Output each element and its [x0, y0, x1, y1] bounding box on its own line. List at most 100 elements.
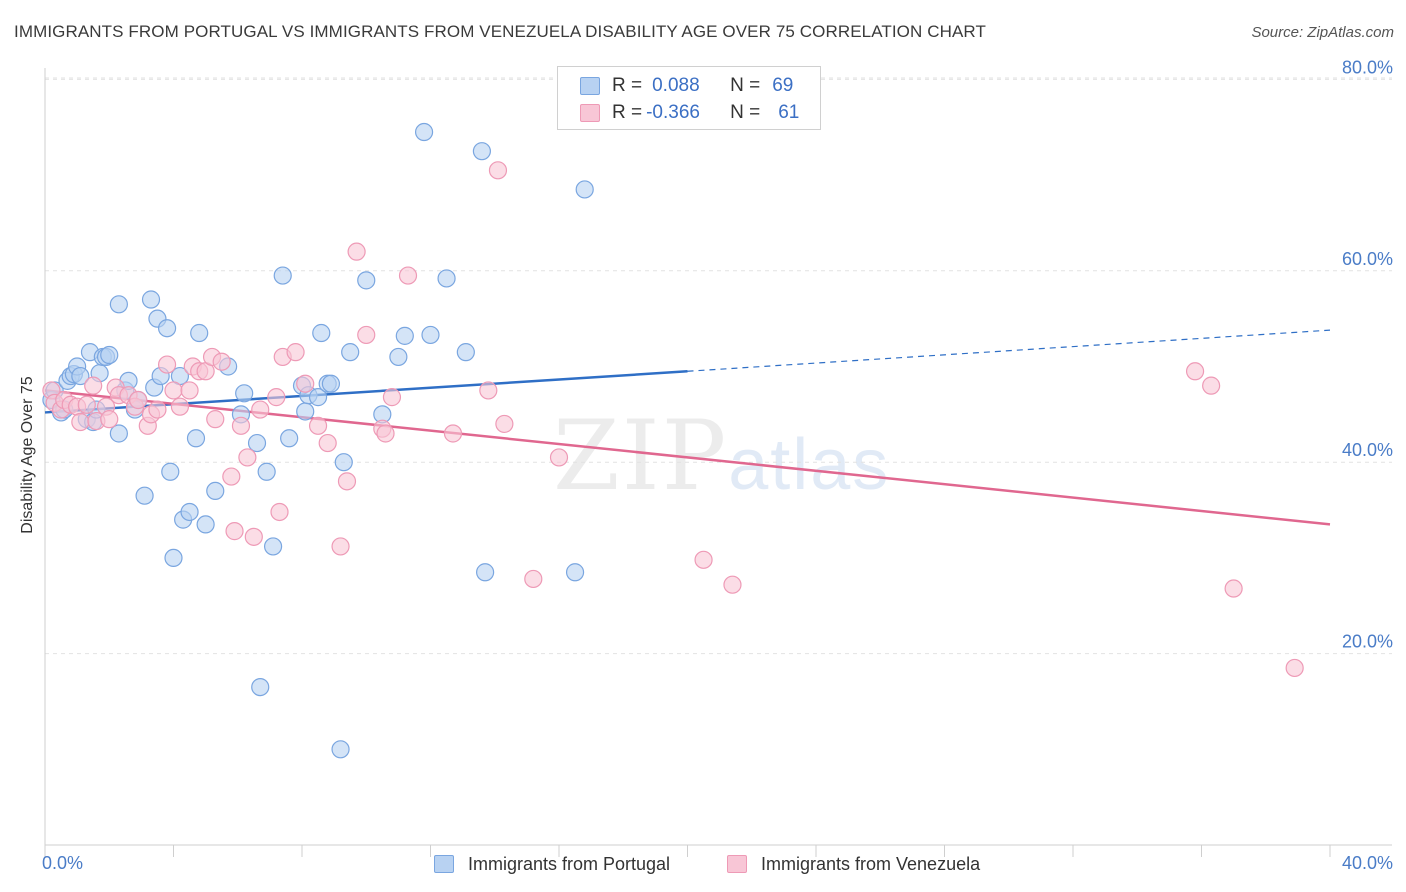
venezuela-point — [84, 376, 103, 395]
venezuela-point — [694, 550, 713, 569]
portugal-point — [414, 122, 434, 142]
portugal-point — [341, 343, 360, 362]
legend-row-portugal: R = 0.088 N = 69 — [580, 73, 793, 99]
tick-labels: 20.0% 40.0% 60.0% 80.0% 0.0% 40.0% — [42, 57, 1393, 873]
legend-n-value: 69 — [772, 75, 794, 96]
venezuela-point — [129, 390, 148, 410]
venezuela-point — [212, 352, 231, 371]
portugal-point — [263, 537, 283, 556]
portugal-point — [312, 323, 331, 343]
legend-label-portugal: Immigrants from Portugal — [468, 853, 671, 874]
venezuela-point — [524, 569, 543, 589]
portugal-point — [135, 486, 154, 505]
legend-n-label: N = — [730, 75, 761, 96]
y-tick-label: 80.0% — [1342, 57, 1393, 77]
venezuela-point — [488, 161, 508, 180]
data-points — [42, 122, 1304, 759]
portugal-point — [157, 319, 177, 338]
legend-label-venezuela: Immigrants from Venezuela — [761, 853, 981, 874]
bottom-legend-portugal: Immigrants from Portugal — [434, 852, 670, 876]
venezuela-point — [238, 448, 257, 467]
portugal-point — [196, 515, 215, 534]
legend-r-value: 0.088 — [652, 75, 700, 96]
venezuela-point — [244, 527, 263, 546]
portugal-swatch — [434, 855, 454, 873]
venezuela-point — [398, 266, 418, 285]
zipatlas-watermark: ZIPatlas — [553, 400, 890, 512]
legend-n-value: 61 — [778, 102, 800, 123]
axes — [44, 68, 1392, 857]
venezuela-point — [71, 412, 90, 432]
portugal-point — [247, 433, 267, 453]
portugal-point — [273, 266, 292, 285]
portugal-point — [334, 453, 353, 472]
venezuela-point — [267, 388, 286, 407]
venezuela-point — [286, 343, 305, 362]
venezuela-point — [318, 433, 337, 453]
portugal-point — [109, 424, 128, 443]
portugal-swatch — [580, 77, 600, 95]
venezuela-point — [157, 355, 177, 374]
venezuela-point — [1202, 376, 1221, 395]
venezuela-point — [206, 410, 225, 429]
venezuela-point — [357, 325, 376, 345]
portugal-point — [180, 502, 199, 522]
venezuela-point — [251, 400, 270, 419]
venezuela-point — [376, 424, 395, 443]
venezuela-point — [331, 537, 350, 556]
portugal-point — [308, 388, 328, 407]
chart-title: IMMIGRANTS FROM PORTUGAL VS IMMIGRANTS F… — [14, 22, 986, 41]
venezuela-point — [231, 416, 251, 435]
legend-row-venezuela: R = -0.366 N = 61 — [580, 100, 799, 126]
portugal-point — [100, 345, 119, 365]
portugal-point — [71, 366, 90, 386]
portugal-point — [186, 429, 206, 448]
portugal-point — [456, 343, 475, 362]
y-tick-label: 20.0% — [1342, 632, 1393, 652]
venezuela-point — [495, 414, 514, 434]
portugal-point — [296, 402, 315, 421]
portugal-point — [476, 563, 495, 582]
venezuela-point — [1185, 362, 1205, 381]
portugal-point — [257, 462, 276, 481]
portugal-point — [161, 462, 180, 481]
bottom-legend-venezuela: Immigrants from Venezuela — [727, 852, 980, 876]
legend-r-label: R = — [612, 75, 643, 96]
venezuela-point — [164, 381, 183, 400]
portugal-point — [206, 481, 225, 501]
legend-r-value: -0.366 — [646, 102, 700, 123]
portugal-point — [357, 271, 376, 290]
portugal-trend-extension — [687, 329, 1331, 372]
venezuela-point — [723, 575, 742, 594]
portugal-point — [321, 374, 341, 393]
portugal-point — [190, 323, 209, 343]
venezuela-point — [180, 381, 199, 400]
venezuela-point — [382, 388, 402, 407]
venezuela-point — [296, 374, 315, 393]
venezuela-point — [337, 472, 357, 491]
venezuela-point — [443, 424, 463, 443]
venezuela-point — [148, 400, 167, 419]
venezuela-point — [77, 395, 96, 414]
venezuela-point — [100, 410, 119, 429]
venezuela-point — [270, 502, 289, 522]
venezuela-point — [347, 242, 366, 261]
watermark-zip: ZIP — [553, 400, 729, 512]
portugal-point — [141, 290, 161, 309]
venezuela-point — [225, 522, 244, 541]
source-label: Source: ZipAtlas.com — [1251, 24, 1394, 41]
venezuela-point — [1285, 658, 1304, 678]
portugal-point — [565, 563, 585, 582]
portugal-point — [109, 295, 128, 314]
venezuela-point — [222, 467, 241, 486]
venezuela-point — [308, 416, 328, 435]
portugal-point — [164, 548, 183, 568]
portugal-point — [251, 677, 270, 697]
portugal-point — [421, 325, 440, 345]
y-tick-label: 60.0% — [1342, 249, 1393, 269]
portugal-point — [437, 269, 456, 288]
venezuela-swatch — [727, 855, 747, 873]
portugal-point — [235, 384, 254, 403]
portugal-point — [472, 142, 491, 161]
